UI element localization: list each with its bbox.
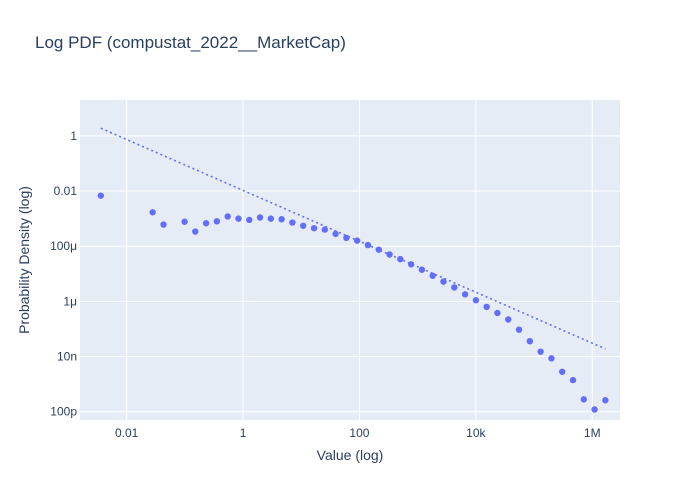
data-point xyxy=(149,209,156,216)
x-tick-label: 10k xyxy=(466,426,486,440)
y-tick-label: 1 xyxy=(70,129,77,143)
y-axis-title: Probability Density (log) xyxy=(16,186,32,334)
x-tick-label: 100 xyxy=(349,426,369,440)
data-point xyxy=(559,368,566,375)
data-point xyxy=(505,316,512,323)
data-point xyxy=(397,255,404,263)
y-tick-labels: 1 0.01 100μ 1μ 10n 100p xyxy=(50,129,77,419)
x-tick-label: 1M xyxy=(584,426,601,440)
data-point xyxy=(548,355,555,362)
data-point xyxy=(386,251,393,258)
data-point xyxy=(343,234,350,242)
chart-title: Log PDF (compustat_2022__MarketCap) xyxy=(35,33,346,52)
data-point xyxy=(515,326,523,333)
data-point xyxy=(364,241,372,249)
data-point xyxy=(461,291,469,298)
x-tick-label: 1 xyxy=(240,426,247,440)
fit-line xyxy=(100,127,606,350)
data-point xyxy=(375,246,382,253)
plot-area xyxy=(80,100,620,420)
data-point xyxy=(299,222,307,229)
y-tick-label: 1μ xyxy=(63,294,77,308)
data-point xyxy=(580,396,587,403)
data-point xyxy=(537,348,544,355)
data-point xyxy=(97,192,105,199)
fit-line-layer xyxy=(100,127,606,350)
data-point xyxy=(407,261,415,268)
data-point xyxy=(289,219,296,226)
data-point xyxy=(569,376,577,384)
data-point xyxy=(494,309,501,317)
data-point xyxy=(246,216,253,224)
y-tick-label: 100p xyxy=(50,405,77,419)
data-point xyxy=(160,221,167,228)
y-tick-label: 10n xyxy=(57,350,77,364)
data-point xyxy=(202,220,210,227)
data-point xyxy=(321,226,328,233)
data-point xyxy=(440,278,447,285)
data-point xyxy=(332,230,339,238)
data-point xyxy=(310,224,318,232)
data-point xyxy=(429,272,436,279)
data-point xyxy=(472,297,480,304)
data-point xyxy=(213,218,221,225)
data-point xyxy=(192,228,199,235)
data-point xyxy=(451,284,458,291)
data-point xyxy=(483,303,490,311)
data-point xyxy=(278,216,285,223)
grid-lines xyxy=(80,100,620,420)
data-point xyxy=(353,237,361,244)
y-tick-label: 100μ xyxy=(50,239,77,253)
data-point xyxy=(181,218,188,225)
x-axis-title: Value (log) xyxy=(317,447,384,463)
data-points xyxy=(97,192,609,413)
x-tick-labels: 0.01 1 100 10k 1M xyxy=(115,426,601,440)
x-tick-label: 0.01 xyxy=(115,426,139,440)
data-point xyxy=(591,406,598,413)
data-point xyxy=(235,215,242,222)
data-point xyxy=(602,397,609,404)
data-point xyxy=(526,337,534,345)
data-point xyxy=(224,213,231,220)
data-point xyxy=(256,214,264,221)
y-tick-label: 0.01 xyxy=(54,184,78,198)
data-point xyxy=(267,215,274,222)
data-point xyxy=(418,266,426,273)
